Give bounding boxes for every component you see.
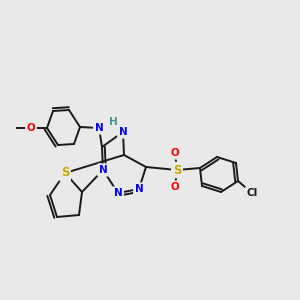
Text: N: N	[99, 165, 107, 175]
Text: Cl: Cl	[246, 188, 258, 198]
Text: N: N	[94, 123, 103, 133]
Text: H: H	[109, 117, 117, 127]
Text: N: N	[135, 184, 143, 194]
Text: N: N	[114, 188, 122, 198]
Text: N: N	[118, 127, 127, 137]
Text: O: O	[27, 123, 35, 133]
Text: O: O	[171, 182, 179, 192]
Text: S: S	[173, 164, 181, 176]
Text: O: O	[171, 148, 179, 158]
Text: S: S	[61, 167, 69, 179]
